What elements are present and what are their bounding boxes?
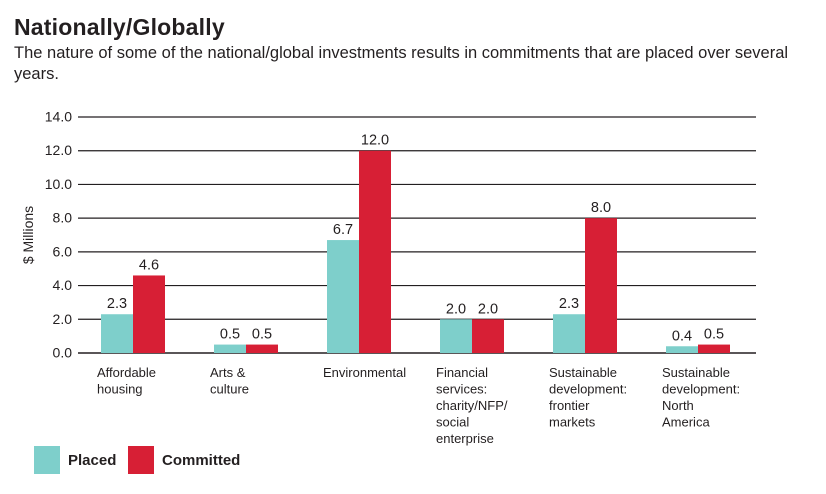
x-category-label-line: markets (549, 415, 596, 430)
x-category-label-line: Sustainable (549, 365, 617, 380)
x-category-label-line: Environmental (323, 365, 406, 380)
chart-subtitle: The nature of some of the national/globa… (14, 44, 789, 83)
data-label-placed: 0.5 (220, 327, 240, 343)
chart-title: Nationally/Globally (14, 14, 225, 40)
bar-placed (666, 346, 698, 353)
legend-label-placed: Placed (68, 451, 117, 469)
x-category-label-line: frontier (549, 398, 590, 413)
y-tick-label: 8.0 (53, 210, 73, 226)
bar-committed (698, 344, 730, 353)
data-label-committed: 0.5 (252, 327, 272, 343)
x-category-label-line: Arts & (210, 365, 246, 380)
x-category-label: Financial services: charity/NFP/social ente… (436, 365, 508, 446)
bar-committed (585, 218, 617, 353)
data-label-placed: 2.3 (107, 296, 127, 312)
x-category-label: Arts & culture (210, 365, 249, 397)
legend-label-committed: Committed (162, 451, 241, 469)
x-category-label-line: Financial (436, 365, 488, 380)
x-category-label-line: services: (436, 382, 487, 397)
bar-committed (359, 150, 391, 353)
x-category-label-line: enterprise (436, 431, 494, 446)
x-category-label-line: North (662, 398, 694, 413)
data-label-committed: 4.6 (139, 257, 159, 273)
y-tick-label: 10.0 (45, 176, 72, 192)
x-category-label-line: development: (549, 382, 627, 397)
y-tick-label: 2.0 (53, 311, 73, 327)
data-label-placed: 2.0 (446, 301, 466, 317)
bar-placed (214, 344, 246, 353)
y-tick-label: 6.0 (53, 243, 73, 259)
legend-item-committed: Committed (128, 446, 240, 474)
x-category-label-line: culture (210, 382, 249, 397)
y-tick-label: 4.0 (53, 277, 73, 293)
data-label-placed: 2.3 (559, 296, 579, 312)
bar-committed (472, 319, 504, 353)
data-label-committed: 0.5 (704, 327, 724, 343)
data-label-committed: 12.0 (361, 133, 389, 149)
data-label-committed: 2.0 (478, 301, 498, 317)
bar-placed (327, 240, 359, 353)
data-label-placed: 0.4 (672, 328, 692, 344)
bar-placed (440, 319, 472, 353)
y-tick-label: 0.0 (53, 345, 73, 361)
legend-swatch-placed (34, 446, 60, 474)
x-category-label: Environmental (323, 365, 406, 380)
legend-swatch-committed (128, 446, 154, 474)
x-category-label-line: social (436, 415, 469, 430)
bar-committed (133, 275, 165, 353)
x-category-label: Sustainable development: frontier markets (549, 365, 627, 430)
x-category-label-line: America (662, 415, 710, 430)
x-category-label-line: Affordable (97, 365, 156, 380)
x-category-label-line: development: (662, 382, 740, 397)
x-category-label-line: housing (97, 382, 143, 397)
y-tick-label: 14.0 (45, 109, 72, 125)
data-label-placed: 6.7 (333, 222, 353, 238)
bar-placed (101, 314, 133, 353)
x-category-label: Affordable housing (97, 365, 156, 397)
y-tick-label: 12.0 (45, 142, 72, 158)
x-category-label-line: charity/NFP/ (436, 398, 508, 413)
x-category-label-line: Sustainable (662, 365, 730, 380)
data-label-committed: 8.0 (591, 200, 611, 216)
y-axis-label: $ Millions (20, 206, 36, 264)
bar-placed (553, 314, 585, 353)
legend-item-placed: Placed (34, 446, 116, 474)
bar-committed (246, 344, 278, 353)
x-category-label: Sustainable development: North America (662, 365, 740, 430)
